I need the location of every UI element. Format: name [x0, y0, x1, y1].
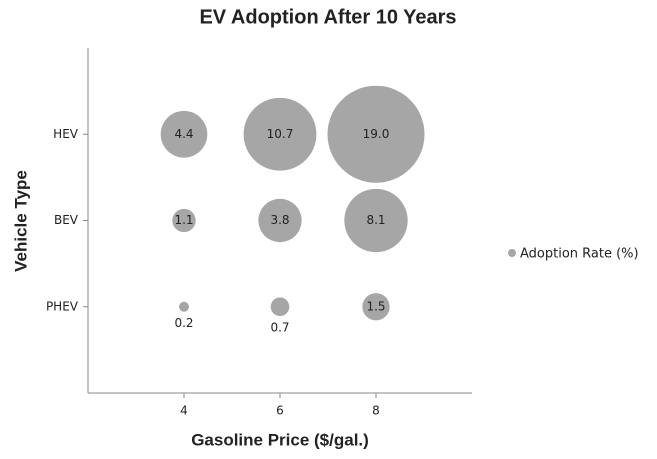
legend-label: Adoption Rate (%)	[520, 247, 639, 262]
data-label: 10.7	[267, 127, 294, 141]
bubble	[362, 293, 390, 321]
x-tick-label: 6	[276, 404, 284, 418]
bubble	[344, 188, 408, 253]
data-label: 3.8	[270, 213, 289, 227]
legend-marker	[508, 249, 516, 257]
x-axis-title: Gasoline Price ($/gal.)	[191, 430, 369, 449]
bubble	[179, 301, 189, 312]
chart-title: EV Adoption After 10 Years	[199, 6, 456, 28]
bubble	[160, 110, 208, 158]
data-label: 8.1	[366, 213, 385, 227]
bubble	[243, 97, 317, 171]
data-label: 19.0	[363, 127, 390, 141]
data-label: 1.1	[174, 213, 193, 227]
bubble	[327, 85, 425, 183]
y-axis-title: Vehicle Type	[11, 170, 30, 272]
x-tick-label: 8	[372, 404, 380, 418]
data-label: 0.7	[270, 321, 289, 335]
data-label: 1.5	[366, 299, 385, 313]
bubble	[270, 297, 290, 317]
y-tick-label: HEV	[53, 127, 79, 141]
data-label: 0.2	[174, 316, 193, 330]
bubble	[172, 208, 196, 233]
bubble	[258, 198, 302, 243]
data-label: 4.4	[174, 127, 193, 141]
y-tick-label: PHEV	[46, 299, 79, 313]
y-tick-label: BEV	[54, 213, 79, 227]
x-tick-label: 4	[180, 404, 188, 418]
